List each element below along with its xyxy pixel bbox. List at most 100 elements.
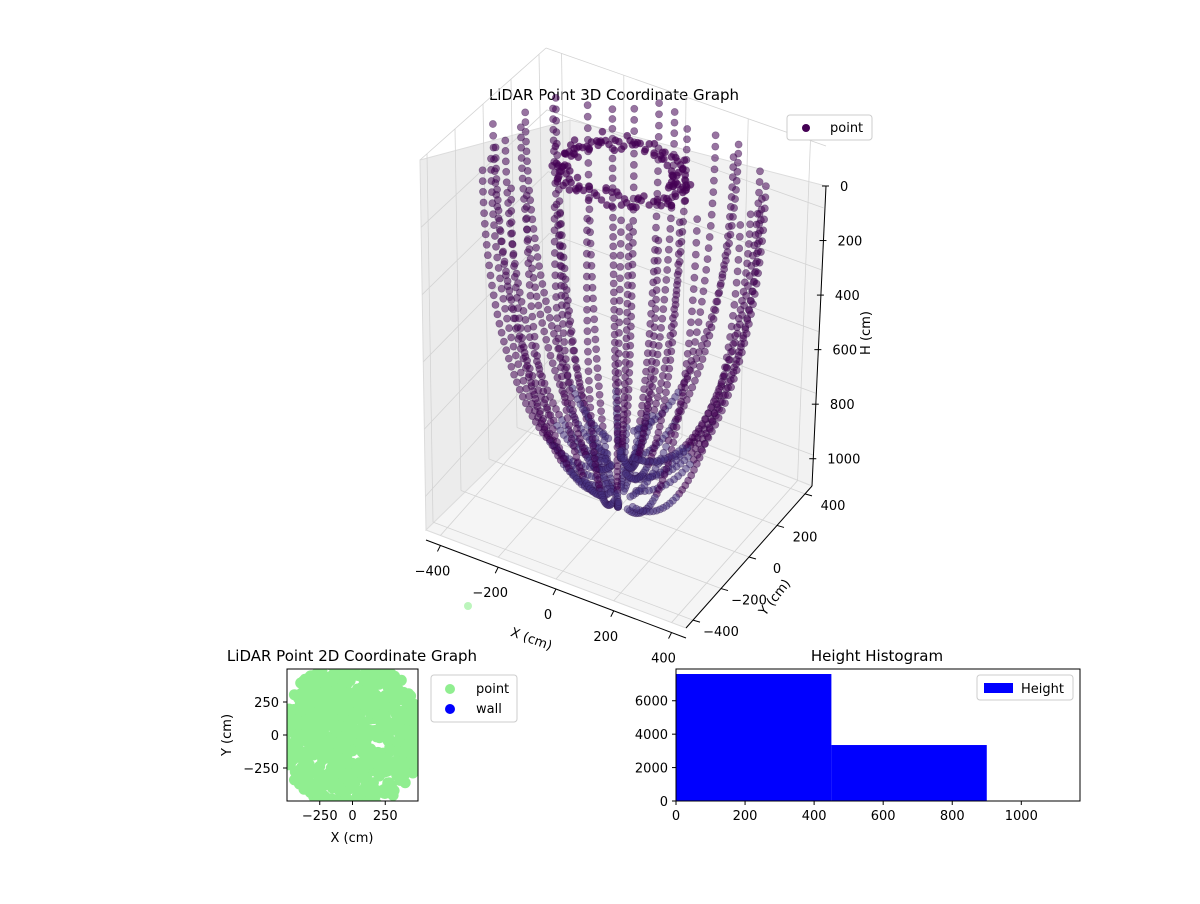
data-point (630, 173, 637, 180)
data-point (590, 442, 597, 449)
data-point (650, 341, 657, 348)
chart-2d-title: LiDAR Point 2D Coordinate Graph (227, 647, 477, 665)
point-marker (361, 800, 372, 811)
data-point (654, 257, 661, 264)
point-marker (296, 688, 307, 699)
data-point (734, 159, 741, 166)
point-marker (275, 718, 286, 729)
point-marker (354, 728, 365, 739)
point-marker (381, 766, 392, 777)
data-point (623, 326, 630, 333)
data-point (678, 398, 685, 405)
data-point (674, 271, 681, 278)
data-point (599, 128, 607, 136)
data-point (508, 207, 515, 214)
data-point (671, 431, 678, 438)
data-point (618, 145, 626, 153)
data-point (616, 275, 623, 282)
data-point (561, 347, 568, 354)
data-point (711, 166, 718, 173)
data-point (508, 185, 515, 192)
data-point (681, 156, 689, 164)
legend-3d: point (787, 115, 872, 140)
data-point (585, 197, 593, 205)
data-point (540, 388, 547, 395)
point-marker (405, 713, 416, 724)
data-point (542, 396, 549, 403)
data-point (509, 241, 516, 248)
data-point (588, 420, 595, 427)
y-tick-label-2d: 0 (271, 729, 279, 744)
data-point (673, 291, 680, 298)
data-point (534, 403, 541, 410)
x-tick-label: −200 (472, 586, 508, 601)
data-point (615, 379, 622, 386)
point-marker (377, 752, 388, 763)
data-point (561, 338, 568, 345)
data-point (609, 165, 616, 172)
histogram-bars (676, 674, 987, 801)
data-point (654, 168, 661, 175)
point-marker (305, 671, 316, 682)
data-point (508, 230, 515, 237)
data-point (755, 189, 762, 196)
data-point (502, 305, 509, 312)
point-marker (388, 701, 399, 712)
data-point (564, 372, 571, 379)
data-point (488, 166, 495, 173)
data-point (583, 262, 590, 269)
data-point (724, 248, 731, 255)
data-point (552, 143, 560, 151)
data-point (676, 240, 683, 247)
data-point (625, 263, 632, 270)
data-point (576, 379, 583, 386)
point-marker (281, 742, 292, 753)
data-point (657, 202, 665, 210)
data-point (682, 197, 690, 205)
data-point (518, 165, 525, 172)
point-marker (417, 743, 428, 754)
data-point (738, 349, 745, 356)
point-marker (304, 728, 315, 739)
data-point (483, 241, 490, 248)
data-point (679, 165, 687, 173)
data-point (631, 454, 638, 461)
data-point (696, 363, 703, 370)
data-point (630, 184, 637, 191)
data-point (618, 217, 625, 224)
data-point (756, 259, 763, 266)
point-marker (354, 789, 365, 800)
data-point (624, 309, 631, 316)
data-point (492, 144, 499, 151)
data-point (617, 448, 624, 455)
point-marker (338, 786, 349, 797)
data-point (728, 222, 735, 229)
data-point (531, 333, 538, 340)
data-point (670, 320, 677, 327)
data-point (701, 277, 708, 284)
data-point (728, 384, 735, 391)
data-point (735, 150, 742, 157)
data-point (562, 356, 569, 363)
histogram-title: Height Histogram (811, 647, 943, 665)
data-point (510, 263, 517, 270)
data-point (490, 211, 497, 218)
data-point (595, 374, 602, 381)
data-point (556, 231, 563, 238)
data-point (537, 311, 544, 318)
data-point (658, 324, 665, 331)
data-point (584, 348, 591, 355)
data-point (519, 393, 526, 400)
data-point (559, 311, 566, 318)
data-point (744, 250, 751, 257)
data-point (496, 275, 503, 282)
data-point (661, 296, 668, 303)
data-point (735, 315, 742, 322)
data-point (731, 301, 738, 308)
data-point (680, 380, 687, 387)
point-marker (333, 768, 344, 779)
data-point (590, 305, 597, 312)
data-point (699, 447, 706, 454)
